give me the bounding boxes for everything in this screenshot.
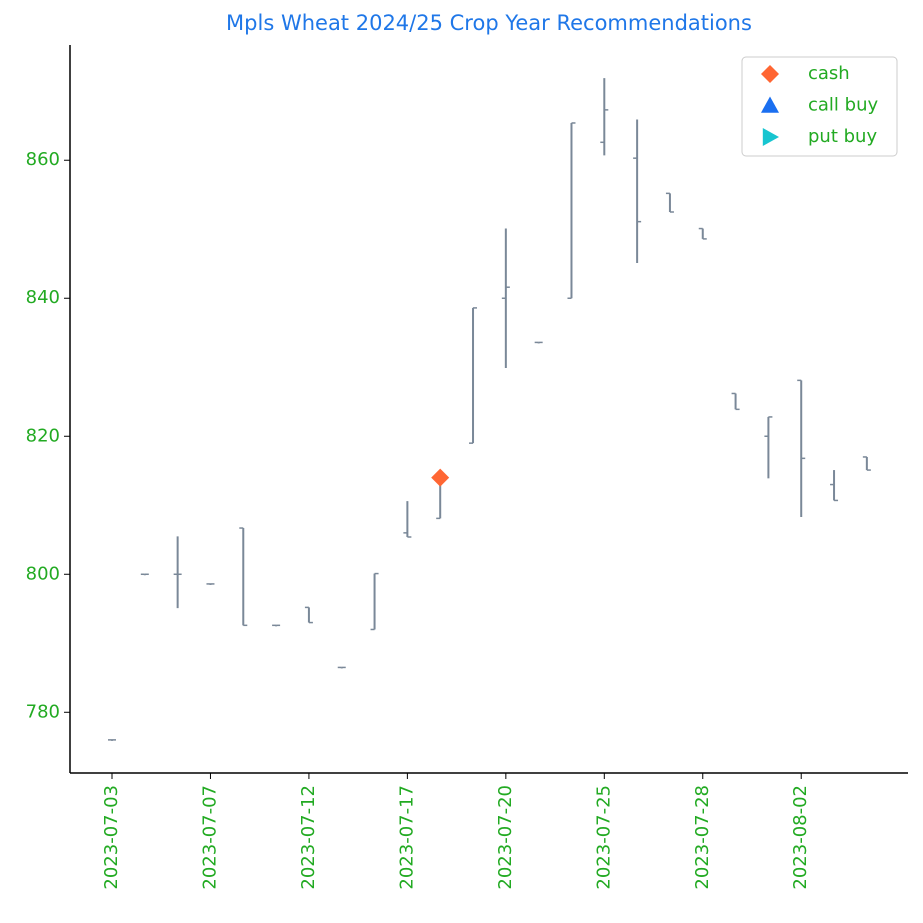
x-tick-label: 2023-07-20 [495,785,516,890]
y-tick-label: 780 [26,701,60,722]
x-tick-label: 2023-07-28 [692,785,713,890]
x-tick-label: 2023-07-12 [298,785,319,890]
x-tick-label: 2023-07-25 [593,785,614,890]
legend-label: put buy [808,126,877,147]
x-tick-label: 2023-07-03 [101,785,122,890]
legend-box [741,56,898,157]
y-tick-label: 820 [26,425,60,446]
x-tick-label: 2023-07-07 [199,785,220,890]
y-tick-label: 800 [26,563,60,584]
x-tick-label: 2023-07-17 [396,785,417,890]
signal-marker [431,468,450,487]
legend-label: cash [808,63,850,84]
legend-marker [761,96,779,113]
legend-label: call buy [808,95,878,116]
legend-marker [762,128,779,146]
chart-title: Mpls Wheat 2024/25 Crop Year Recommendat… [226,11,752,35]
x-tick-label: 2023-08-02 [790,785,811,890]
y-tick-label: 860 [26,149,60,170]
y-tick-label: 840 [26,287,60,308]
legend-marker [761,65,779,83]
